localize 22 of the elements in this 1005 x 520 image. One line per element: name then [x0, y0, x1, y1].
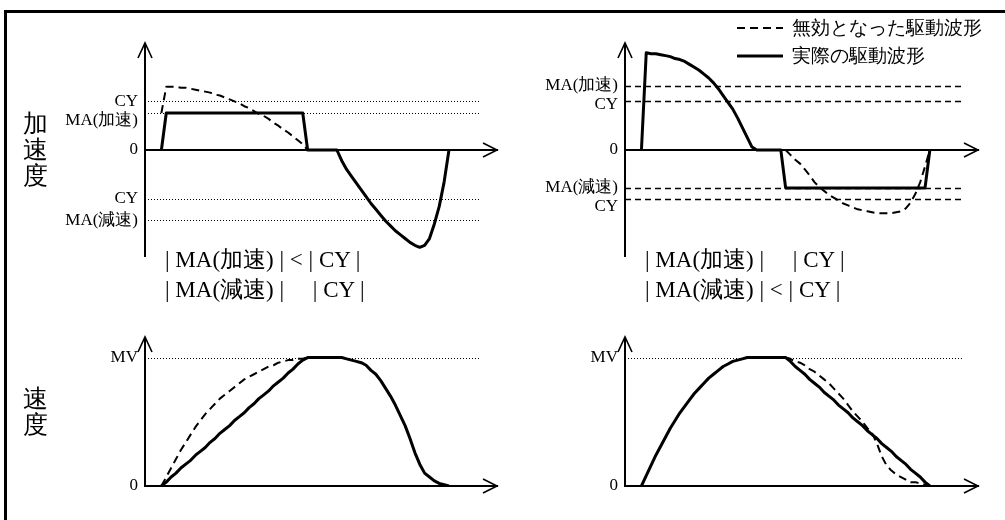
ref-line-label: MA(加速)	[545, 75, 618, 95]
annotation: | MA(加速) | < | CY |	[165, 246, 361, 274]
ref-line-label: 0	[609, 475, 618, 495]
ref-line-label: 0	[609, 139, 618, 159]
ref-line-label: MA(減速)	[65, 209, 138, 229]
ref-line-label: MA(加速)	[65, 109, 138, 129]
ref-line-label: 0	[129, 139, 138, 159]
ref-line-label: CY	[114, 188, 138, 208]
ref-line-label: CY	[594, 196, 618, 216]
ref-line-label: MV	[590, 347, 619, 367]
ref-line-label: 0	[129, 475, 138, 495]
text: | MA(加速) | | CY |	[645, 246, 845, 274]
text: | MA(減速) | < | CY |	[645, 276, 841, 304]
ref-line-label: MV	[110, 347, 139, 367]
text: | MA(減速) | | CY |	[165, 276, 365, 304]
legend-label: 無効となった駆動波形	[792, 15, 982, 40]
y-axis-title: 加速度	[22, 109, 48, 190]
legend-label: 実際の駆動波形	[792, 43, 925, 68]
ref-line-label: CY	[594, 94, 618, 114]
ref-line-label: CY	[114, 90, 138, 110]
y-axis-title: 速度	[22, 383, 48, 439]
ref-line-label: MA(減速)	[545, 177, 618, 197]
